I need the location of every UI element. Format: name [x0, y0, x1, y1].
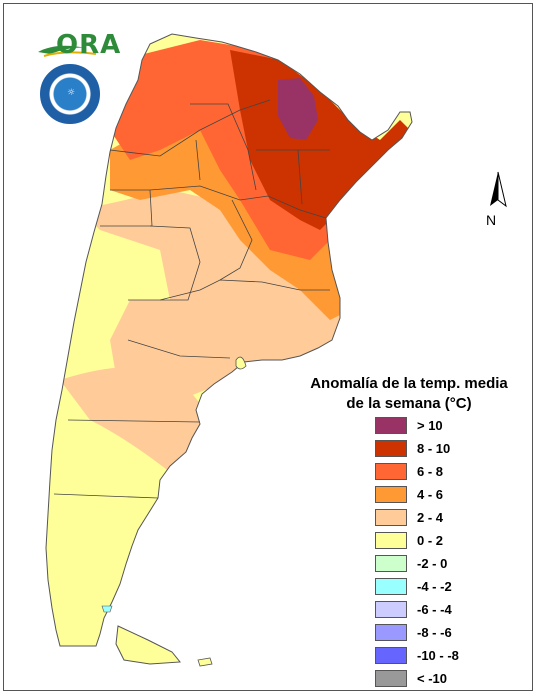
bay-mark — [235, 356, 247, 370]
legend-item: -6 - -4 — [375, 600, 505, 623]
legend-label: -10 - -8 — [417, 648, 459, 663]
legend-title-line1: Anomalía de la temp. media — [310, 375, 508, 392]
legend-label: -6 - -4 — [417, 602, 452, 617]
tierra-del-fuego — [115, 625, 181, 665]
legend-title: Anomalía de la temp. media de la semana … — [294, 374, 524, 414]
legend-item: 4 - 6 — [375, 485, 505, 508]
north-arrow-icon — [490, 171, 507, 208]
legend-item: 8 - 10 — [375, 439, 505, 462]
legend-label: -2 - 0 — [417, 556, 448, 571]
logo-swoosh-icon — [38, 45, 97, 57]
legend-item: -8 - -6 — [375, 623, 505, 646]
legend-swatch — [375, 440, 407, 457]
legend-label: 6 - 8 — [417, 464, 444, 479]
legend-item: -10 - -8 — [375, 646, 505, 669]
legend-item: -2 - 0 — [375, 554, 505, 577]
legend-item: -4 - -2 — [375, 577, 505, 600]
legend-item: > 10 — [375, 416, 505, 439]
legend-swatch — [375, 486, 407, 503]
legend-item: 2 - 4 — [375, 508, 505, 531]
legend-item: 6 - 8 — [375, 462, 505, 485]
institution-seal-icon: ☼ — [40, 64, 100, 124]
legend-label: -8 - -6 — [417, 625, 452, 640]
legend-item: < -10 — [375, 669, 505, 692]
legend-label: < -10 — [417, 671, 447, 686]
legend-label: 4 - 6 — [417, 487, 444, 502]
legend-swatch — [375, 647, 407, 664]
legend-swatch — [375, 555, 407, 572]
legend-swatch — [375, 624, 407, 641]
legend-label: 0 - 2 — [417, 533, 444, 548]
legend-swatch — [375, 417, 407, 434]
legend-label: 2 - 4 — [417, 510, 444, 525]
legend-swatch — [375, 532, 407, 549]
legend-label: 8 - 10 — [417, 441, 451, 456]
province-boundaries — [53, 99, 330, 499]
malvinas-islet — [197, 657, 213, 667]
legend-swatch — [375, 463, 407, 480]
legend: > 10 8 - 10 6 - 8 4 - 6 2 - 4 0 - 2 -2 -… — [375, 416, 505, 692]
legend-label: > 10 — [417, 418, 443, 433]
legend-item: 0 - 2 — [375, 531, 505, 554]
logo-text: ORA — [56, 30, 122, 60]
legend-swatch — [375, 509, 407, 526]
legend-swatch — [375, 670, 407, 687]
legend-title-line2: de la semana (°C) — [346, 395, 472, 412]
country-outline — [45, 33, 413, 647]
legend-label: -4 - -2 — [417, 579, 452, 594]
lake-mark — [101, 605, 113, 613]
legend-swatch — [375, 601, 407, 618]
north-label: N — [486, 212, 497, 228]
legend-swatch — [375, 578, 407, 595]
